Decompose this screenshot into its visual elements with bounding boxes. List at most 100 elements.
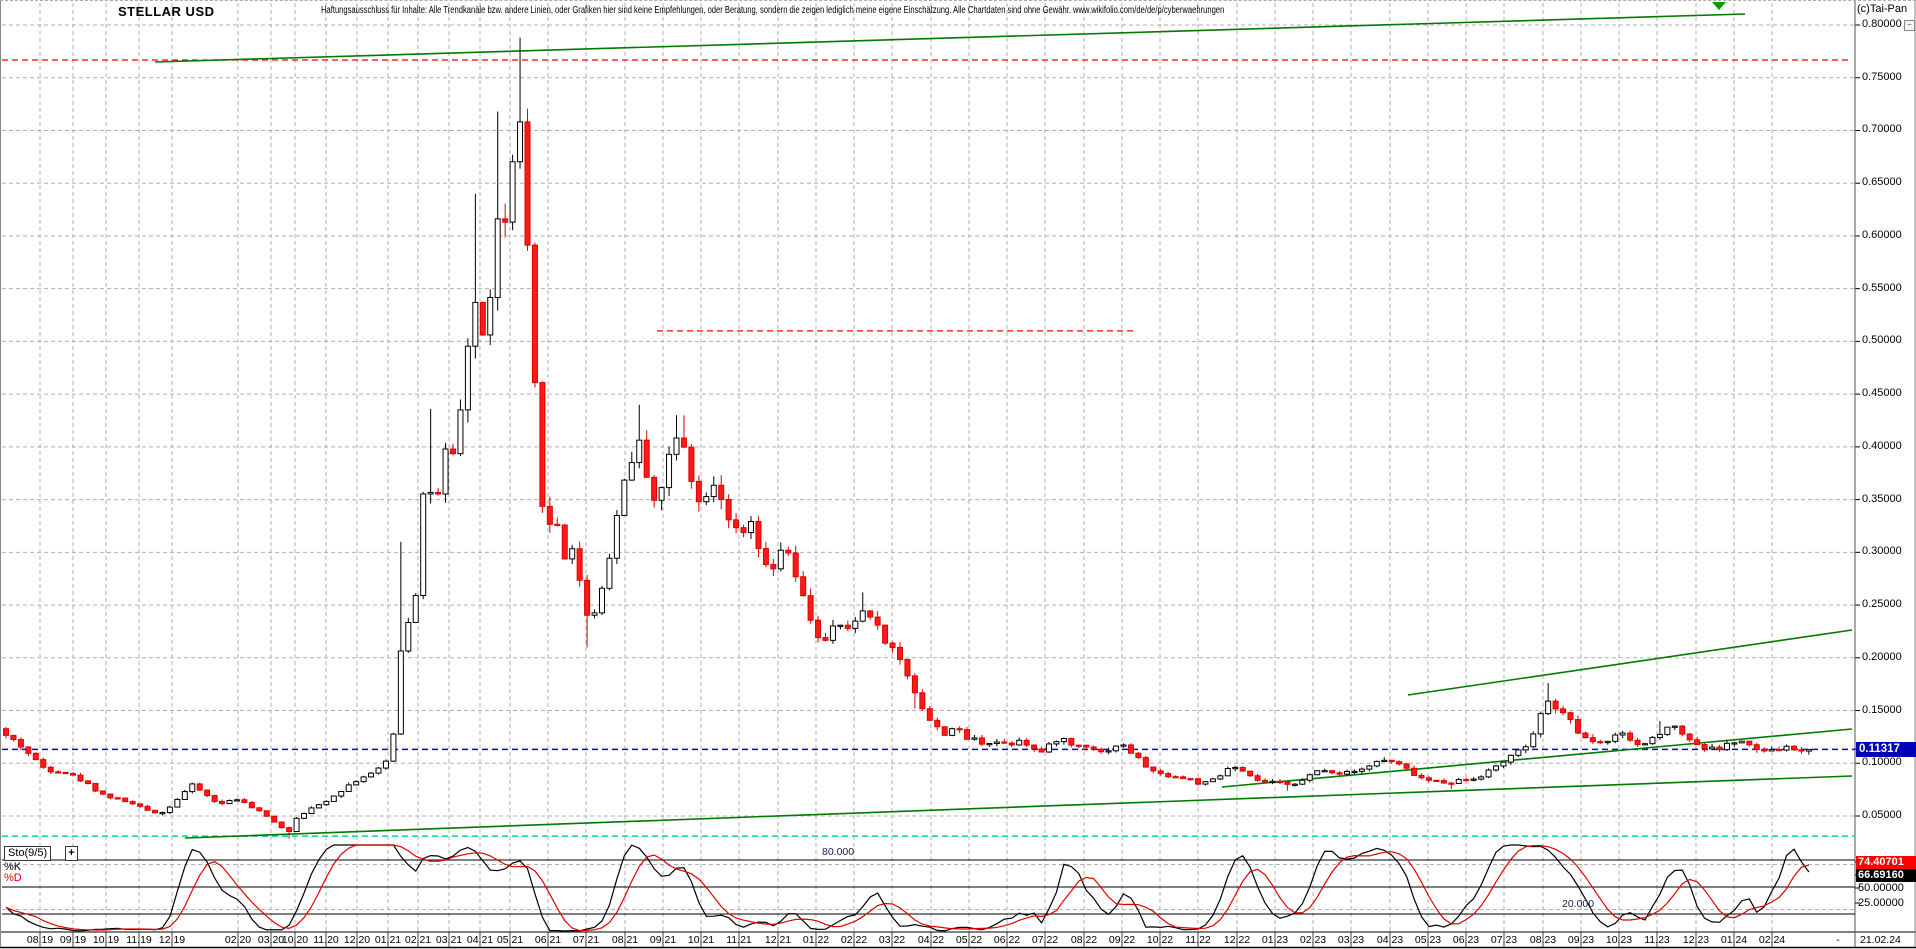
candle-body [807,595,814,621]
candle-body [1679,725,1686,735]
candle-body [1358,768,1365,772]
candle-body [338,790,345,797]
candle-body [137,803,144,807]
candle-body [55,771,62,774]
yaxis-label: 0.20000 [1862,650,1902,663]
candle-body [382,760,389,769]
xaxis-label: 07.21 [572,934,600,946]
candle-body [1195,778,1201,785]
candle-body [606,557,613,589]
add-indicator-button[interactable]: + [65,846,78,861]
sto-k-value-badge: 66.69160 [1856,869,1916,882]
candle-body [1262,779,1269,783]
channel-upper [1407,629,1853,696]
candle-body [1232,767,1239,770]
candle-body [1791,745,1797,751]
candle-body [1694,739,1701,746]
yaxis-label: 0.15000 [1862,703,1902,716]
candle-body [1470,778,1477,781]
xaxis-label: 11.20 [313,934,339,946]
candle-body [1180,776,1187,780]
candle-body [487,296,494,336]
candle-body [1716,746,1723,751]
xaxis-label: 03.21 [435,934,463,946]
xaxis-label: 12.22 [1223,934,1251,946]
candle-body [1805,748,1812,752]
candle-body [517,121,524,163]
collapse-axis-button[interactable]: − [1904,20,1915,31]
indicator-name-button[interactable]: Sto(9/5) [4,846,52,861]
candle-body [219,800,226,805]
sto-k-legend: %K [4,861,22,873]
candle-body [1403,763,1410,769]
candle-body [1515,749,1522,756]
candle-body [181,791,188,800]
candle-body [1120,744,1127,747]
candle-body [256,807,263,812]
xaxis-label: 02.20 [224,934,252,946]
yaxis-label: 0.40000 [1862,439,1902,452]
candle-body [509,161,516,223]
candle-body [226,800,233,805]
candle-body [1001,741,1008,744]
candle-body [248,802,255,809]
candle-body [531,244,538,384]
candle-body [1344,771,1350,775]
candle-body [718,484,725,500]
candle-body [748,520,754,534]
candle-body [986,743,993,746]
candle-body [755,520,762,550]
candle-body [107,793,114,799]
xaxis-label: 10.22 [1146,934,1174,946]
candle-body [368,772,375,778]
candle-body [785,549,792,554]
xaxis-label: 10.21 [687,934,715,946]
yaxis-label: 0.35000 [1862,492,1902,505]
candle-body [1671,725,1678,728]
candle-body [263,810,270,817]
candle-body [904,658,911,677]
candle-body [1306,774,1313,781]
candle-body [815,619,822,639]
xaxis-label: 01.22 [802,934,830,946]
candle-body [874,616,881,626]
xaxis-label: 01.24 [1720,934,1748,946]
candle-body [315,804,322,809]
candle-body [25,746,32,754]
candle-body [1351,770,1358,774]
candle-body [1530,733,1537,748]
xaxis-label: 07.23 [1490,934,1518,946]
yaxis-label: 0.30000 [1862,545,1902,558]
candle-body [837,624,844,627]
candle-body [1582,732,1589,739]
candle-body [1597,741,1604,744]
candle-body [1217,775,1224,780]
candle-body [822,637,829,641]
candle-body [777,549,784,570]
candle-body [40,759,47,768]
candle-body [1113,745,1120,752]
candle-body [353,781,360,786]
candle-body [129,801,136,805]
candle-body [397,650,404,735]
candle-body [762,548,769,566]
candle-body [144,805,151,811]
candle-body [1746,740,1753,746]
candle-body [710,484,717,498]
candle-body [1418,774,1425,779]
candle-body [599,587,605,614]
xaxis-label: 08.19 [26,934,54,946]
candle-body [1440,780,1447,784]
candle-body [673,437,680,455]
candle-body [658,487,665,501]
chart-title: STELLAR USD [118,4,215,19]
xaxis-label: 03.20 [257,934,285,946]
candle-body [949,728,956,736]
candle-body [1589,737,1596,743]
candle-body [1038,748,1045,753]
yaxis-label: 0.75000 [1862,70,1902,83]
candle-body [971,737,978,740]
sto-axis-25-label: 25.00000 [1858,897,1904,909]
